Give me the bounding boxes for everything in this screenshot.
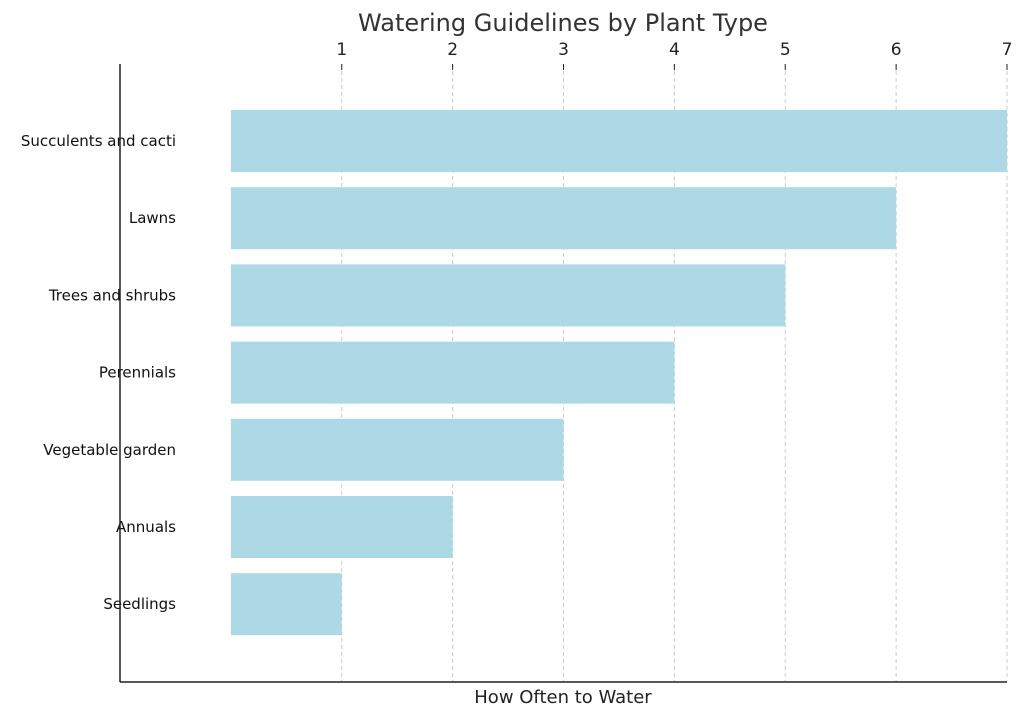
x-tick-label: 1 — [336, 40, 347, 60]
bar — [230, 110, 1007, 172]
bar — [230, 496, 453, 558]
bar — [230, 187, 897, 250]
bar — [230, 418, 564, 481]
chart-title: Watering Guidelines by Plant Type — [358, 9, 768, 37]
x-axis-label: How Often to Water — [474, 687, 652, 708]
x-tick-label: 7 — [1002, 40, 1013, 60]
bar — [230, 573, 342, 636]
category-labels: Succulents and cacti Lawns Trees and shrub… — [21, 132, 176, 613]
category-label: Succulents and cacti — [21, 132, 176, 150]
category-label: Vegetable garden — [43, 441, 176, 459]
bar — [230, 341, 675, 404]
bars — [230, 110, 1007, 636]
x-tick-label: 5 — [780, 40, 791, 60]
x-tick-labels: 1 2 3 4 5 6 7 — [336, 40, 1012, 70]
bar — [230, 264, 786, 327]
category-label: Seedlings — [103, 595, 176, 613]
category-label: Lawns — [129, 209, 176, 227]
x-tick-label: 3 — [558, 40, 569, 60]
category-label: Perennials — [99, 364, 176, 382]
category-label: Annuals — [116, 518, 176, 536]
category-label: Trees and shrubs — [48, 286, 176, 304]
x-tick-label: 6 — [891, 40, 902, 60]
x-tick-label: 2 — [447, 40, 458, 60]
x-tick-label: 4 — [669, 40, 680, 60]
